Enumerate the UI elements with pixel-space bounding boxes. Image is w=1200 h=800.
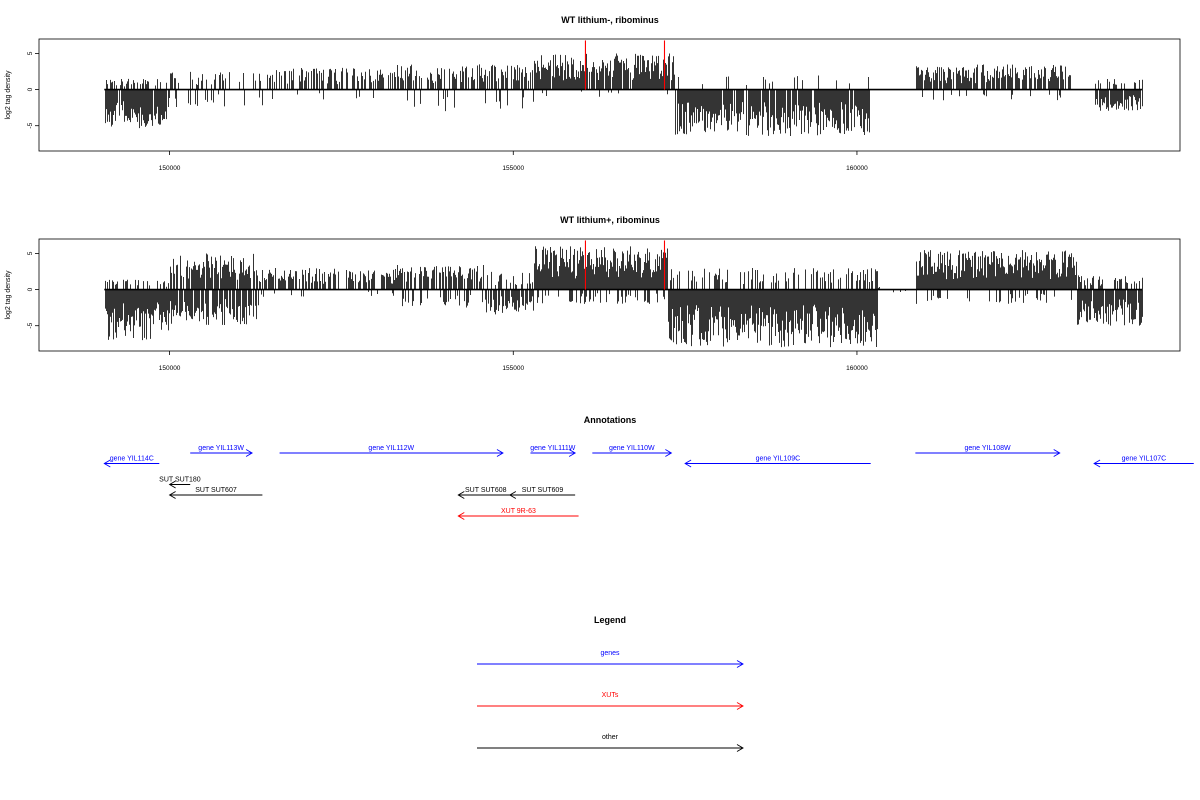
feature-label: gene YIL107C: [1122, 456, 1167, 463]
legend-title: Legend: [594, 615, 626, 625]
legend-label: XUTs: [602, 692, 619, 699]
legend-label: genes: [600, 650, 620, 657]
feature-arrowhead: [457, 512, 465, 520]
x-tick-label: 155000: [502, 365, 524, 372]
feature-annotation: gene YIL110W: [592, 445, 673, 457]
feature-annotation: gene YIL113W: [190, 445, 253, 457]
feature-label: gene YIL110W: [609, 445, 655, 452]
feature-label: SUT SUT607: [195, 487, 237, 494]
feature-annotation: gene YIL109C: [684, 456, 871, 468]
feature-annotation: SUT SUT180: [159, 477, 201, 489]
y-tick-label: -5: [27, 122, 34, 128]
legend-section: Legend genes XUTs other: [477, 615, 744, 752]
plot-frame: [38, 38, 1181, 152]
x-tick-label: 155000: [502, 165, 524, 172]
y-tick-label: 5: [27, 251, 34, 255]
x-tick-label: 160000: [846, 365, 868, 372]
feature-annotation: XUT 9R-63: [457, 508, 579, 520]
legend-item: other: [477, 734, 744, 752]
feature-annotation: SUT SUT608: [457, 487, 514, 499]
y-tick-label: -5: [27, 322, 34, 328]
legend-item: genes: [477, 650, 744, 668]
feature-label: SUT SUT608: [465, 487, 507, 494]
feature-label: gene YIL111W: [530, 445, 576, 452]
feature-arrowhead: [1053, 449, 1061, 457]
legend-item: XUTs: [477, 692, 744, 710]
feature-arrowhead: [508, 491, 517, 499]
feature-annotation: gene YIL112W: [279, 445, 504, 457]
feature-annotation: SUT SUT607: [168, 487, 263, 499]
x-tick-label: 150000: [159, 165, 181, 172]
feature-arrowhead: [568, 449, 577, 457]
x-tick-label: 160000: [846, 165, 868, 172]
feature-annotation: gene YIL107C: [1093, 456, 1194, 468]
y-tick-label: 0: [27, 87, 34, 91]
annotations-title: Annotations: [584, 415, 637, 425]
panel-title: WT lithium-, ribominus: [561, 15, 659, 25]
feature-label: gene YIL108W: [964, 445, 1011, 452]
feature-label: gene YIL112W: [368, 445, 414, 452]
feature-arrowhead: [103, 459, 111, 468]
legend-label: other: [602, 734, 619, 741]
feature-label: XUT 9R-63: [501, 508, 536, 515]
y-axis-label: log2 tag density: [5, 70, 12, 120]
feature-arrowhead: [245, 449, 253, 457]
feature-label: gene YIL109C: [756, 456, 801, 463]
feature-arrowhead: [168, 480, 176, 489]
x-tick-label: 150000: [159, 365, 181, 372]
annotations-section: Annotations gene YIL114C gene YIL113W gene…: [103, 415, 1194, 520]
panel-title: WT lithium+, ribominus: [560, 215, 660, 225]
legend-arrowhead: [736, 702, 744, 710]
feature-annotation: gene YIL114C: [103, 456, 160, 468]
feature-annotation: SUT SUT609: [508, 487, 576, 499]
y-tick-label: 5: [27, 51, 34, 55]
feature-arrowhead: [457, 491, 465, 499]
feature-arrowhead: [665, 449, 673, 457]
feature-arrowhead: [496, 449, 504, 457]
feature-arrowhead: [1093, 459, 1101, 468]
y-tick-label: 0: [27, 287, 34, 291]
track-panel-lithium-minus: WT lithium-, ribominus log2 tag density …: [5, 15, 1181, 172]
y-axis-label: log2 tag density: [5, 270, 12, 320]
legend-arrowhead: [736, 660, 744, 668]
feature-label: SUT SUT609: [522, 487, 564, 494]
feature-annotation: gene YIL108W: [915, 445, 1061, 457]
feature-label: gene YIL113W: [198, 445, 244, 452]
feature-label: SUT SUT180: [159, 477, 201, 484]
feature-label: gene YIL114C: [110, 456, 154, 463]
feature-arrowhead: [168, 491, 176, 499]
legend-arrowhead: [736, 744, 744, 752]
feature-arrowhead: [684, 459, 692, 468]
track-panel-lithium-plus: WT lithium+, ribominus log2 tag density …: [5, 215, 1181, 372]
plot-frame: [38, 238, 1181, 352]
feature-annotation: gene YIL111W: [530, 445, 577, 457]
